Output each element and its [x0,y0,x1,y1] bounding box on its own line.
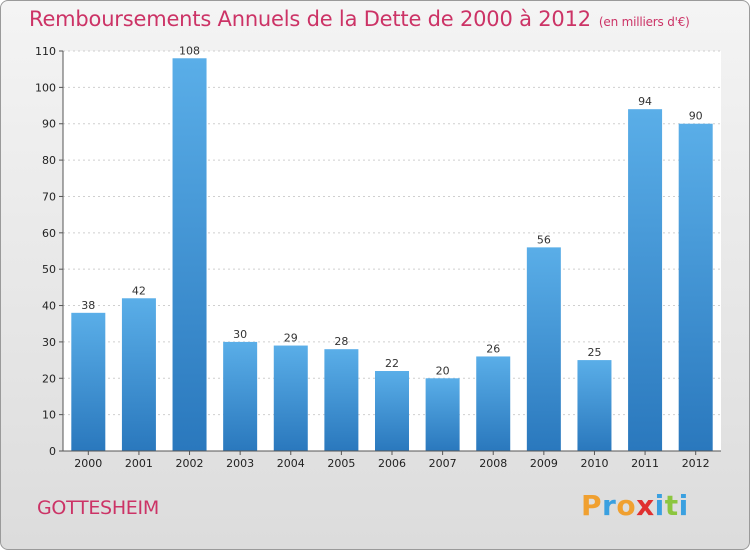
bar-value-label: 94 [638,95,652,108]
logo-letter: P [581,489,603,522]
y-tick-label: 80 [42,154,56,167]
y-tick-label: 110 [35,45,56,58]
bar-value-label: 38 [81,299,95,312]
bar-value-label: 26 [486,342,500,355]
bar [678,123,713,452]
x-tick-label: 2004 [277,457,305,470]
x-tick-label: 2001 [125,457,153,470]
y-tick-label: 70 [42,190,56,203]
x-tick-label: 2000 [74,457,102,470]
bar-value-label: 22 [385,357,399,370]
bar [223,341,258,451]
x-tick-label: 2010 [580,457,608,470]
x-tick-label: 2002 [176,457,204,470]
x-tick-label: 2007 [429,457,457,470]
y-tick-label: 50 [42,263,56,276]
chart-title: Remboursements Annuels de la Dette de 20… [29,7,690,31]
y-tick-label: 40 [42,300,56,313]
bar-value-label: 90 [689,110,703,123]
bar-value-label: 56 [537,233,551,246]
x-tick-label: 2009 [530,457,558,470]
bar [121,298,156,451]
y-tick-label: 60 [42,227,56,240]
y-tick-label: 90 [42,118,56,131]
logo-letter: r [602,489,617,522]
bar-value-label: 42 [132,284,146,297]
proxiti-logo: Proxiti [581,489,689,522]
bar-value-label: 25 [587,346,601,359]
x-tick-label: 2005 [327,457,355,470]
y-tick-label: 20 [42,372,56,385]
x-tick-label: 2012 [682,457,710,470]
y-tick-label: 30 [42,336,56,349]
bar [71,312,106,451]
bar [526,247,561,451]
logo-letter: i [678,489,689,522]
chart-title-text: Remboursements Annuels de la Dette de 20… [29,7,591,31]
bar [375,371,409,451]
bar-value-label: 108 [179,44,200,57]
bar [476,356,511,451]
y-tick-label: 100 [35,81,56,94]
commune-name: GOTTESHEIM [37,497,159,519]
logo-letter: o [616,489,637,522]
x-tick-label: 2006 [378,457,406,470]
bar-value-label: 20 [436,364,450,377]
y-tick-label: 10 [42,409,56,422]
bar-value-label: 28 [334,335,348,348]
bar [577,360,612,451]
logo-letter: t [664,489,679,522]
bar-value-label: 29 [284,332,298,345]
y-tick-label: 0 [49,445,56,458]
bar [628,109,663,451]
x-tick-label: 2011 [631,457,659,470]
bar [273,345,308,451]
x-tick-label: 2003 [226,457,254,470]
x-tick-label: 2008 [479,457,507,470]
axis-layer: 0 10 20 30 40 50 60 70 80 90 100 110 2000 2001 2002 200… [35,45,721,470]
bar [324,349,359,451]
logo-letter: x [636,489,655,522]
bar [172,58,207,451]
bar [425,378,460,451]
bar-layer: 38 42 108 30 29 28 22 20 26 56 25 94 90 [71,44,713,452]
chart-unit: (en milliers d'€) [598,15,690,29]
logo-letter: i [654,489,665,522]
bar-value-label: 30 [233,328,247,341]
